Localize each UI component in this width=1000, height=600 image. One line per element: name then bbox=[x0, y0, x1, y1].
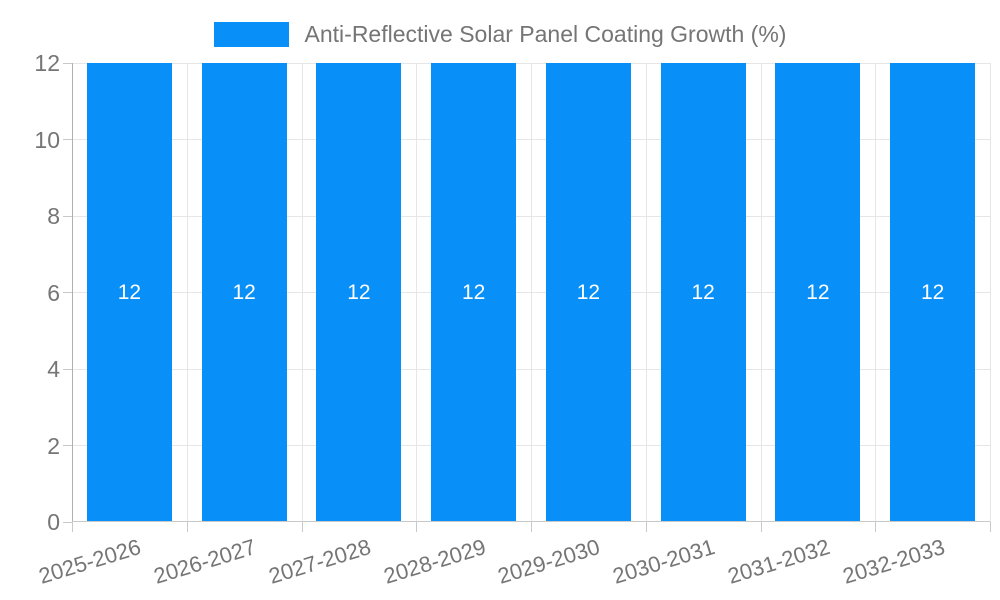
bar[interactable] bbox=[201, 63, 287, 521]
bar-value-label: 12 bbox=[920, 281, 945, 304]
y-axis-tick bbox=[63, 215, 72, 217]
gridline-vertical bbox=[415, 63, 417, 522]
y-tick-label: 4 bbox=[47, 356, 60, 382]
bar[interactable] bbox=[545, 63, 631, 521]
bar[interactable] bbox=[775, 63, 861, 521]
bar-value-label: 12 bbox=[691, 281, 715, 304]
y-tick-label: 8 bbox=[47, 203, 60, 229]
bar-value-label: 12 bbox=[347, 281, 371, 304]
bar-value-label: 12 bbox=[576, 281, 601, 304]
x-axis-tick bbox=[645, 522, 647, 532]
y-tick-label: 2 bbox=[47, 432, 60, 459]
legend-label: Anti-Reflective Solar Panel Coating Grow… bbox=[304, 20, 787, 47]
y-axis-tick bbox=[63, 368, 72, 370]
bar-value-label: 12 bbox=[232, 281, 256, 304]
gridline-vertical bbox=[874, 63, 876, 522]
gridline-vertical bbox=[186, 63, 188, 522]
bar[interactable] bbox=[890, 63, 976, 521]
legend[interactable]: Anti-Reflective Solar Panel Coating Grow… bbox=[0, 14, 1000, 54]
bar[interactable] bbox=[86, 63, 172, 521]
x-axis-tick bbox=[415, 522, 417, 532]
bar[interactable] bbox=[316, 63, 402, 521]
bar[interactable] bbox=[660, 63, 746, 521]
bar-value-label: 12 bbox=[806, 281, 830, 304]
gridline-vertical bbox=[530, 63, 532, 522]
y-axis-tick bbox=[63, 445, 72, 446]
y-tick-label: 0 bbox=[47, 509, 60, 535]
bar-value-label: 12 bbox=[461, 281, 486, 304]
gridline-vertical bbox=[989, 63, 991, 522]
gridline-vertical bbox=[645, 63, 647, 522]
x-axis-tick bbox=[760, 522, 762, 532]
bar-value-label: 12 bbox=[117, 281, 142, 304]
y-tick-label: 12 bbox=[34, 50, 60, 76]
y-tick-label: 10 bbox=[34, 126, 60, 153]
x-axis-tick bbox=[186, 522, 188, 532]
y-axis-tick bbox=[63, 139, 72, 140]
gridline-vertical bbox=[301, 63, 303, 522]
gridline-vertical bbox=[760, 63, 762, 522]
y-axis-line bbox=[72, 63, 73, 522]
y-axis-tick bbox=[63, 521, 72, 523]
x-axis-tick bbox=[301, 522, 303, 532]
x-axis-tick bbox=[71, 522, 73, 532]
bar[interactable] bbox=[431, 63, 517, 521]
y-axis-tick bbox=[63, 292, 72, 293]
y-axis-tick bbox=[63, 62, 72, 64]
x-axis-tick bbox=[989, 522, 991, 532]
x-axis-baseline bbox=[72, 521, 990, 522]
x-axis-tick bbox=[530, 522, 532, 532]
legend-swatch-icon bbox=[213, 21, 289, 47]
x-axis-tick bbox=[874, 522, 876, 532]
plot-area: 0 2 4 6 8 10 12 12 2025-2026 12 2026-2027 12 2027-20… bbox=[34, 52, 991, 589]
y-tick-label: 6 bbox=[47, 279, 60, 306]
